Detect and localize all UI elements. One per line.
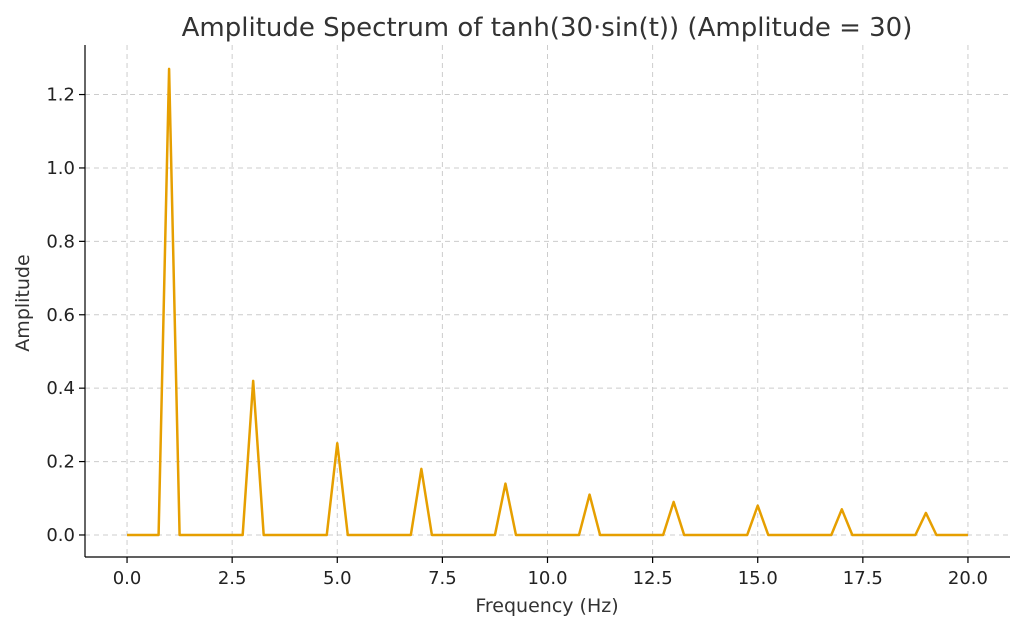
x-tick-label-0: 0.0 xyxy=(113,568,142,589)
series-line-0 xyxy=(127,67,968,537)
x-axis-label: Frequency (Hz) xyxy=(475,595,618,617)
y-tick-label-3: 0.6 xyxy=(46,305,75,326)
x-tick-label-1: 2.5 xyxy=(218,568,247,589)
x-tick-label-8: 20.0 xyxy=(948,568,988,589)
series-layer xyxy=(127,67,968,537)
x-tick-label-3: 7.5 xyxy=(428,568,457,589)
x-tick-label-2: 5.0 xyxy=(323,568,352,589)
grid-layer xyxy=(85,45,1010,557)
y-tick-label-4: 0.8 xyxy=(46,231,75,252)
x-tick-label-4: 10.0 xyxy=(527,568,567,589)
y-tick-label-6: 1.2 xyxy=(46,85,75,106)
x-tick-label-6: 15.0 xyxy=(738,568,778,589)
chart-title: Amplitude Spectrum of tanh(30·sin(t)) (A… xyxy=(182,13,913,43)
y-axis-label: Amplitude xyxy=(12,254,34,351)
y-tick-label-0: 0.0 xyxy=(46,525,75,546)
y-tick-label-5: 1.0 xyxy=(46,158,75,179)
y-tick-label-2: 0.4 xyxy=(46,378,75,399)
x-tick-label-7: 17.5 xyxy=(843,568,883,589)
x-tick-label-5: 12.5 xyxy=(633,568,673,589)
y-tick-label-1: 0.2 xyxy=(46,452,75,473)
tick-layer: 0.0 2.5 5.0 7.5 10.0 12.5 15.0 17.5 20.0 0.0 0.2 0.… xyxy=(46,85,988,589)
